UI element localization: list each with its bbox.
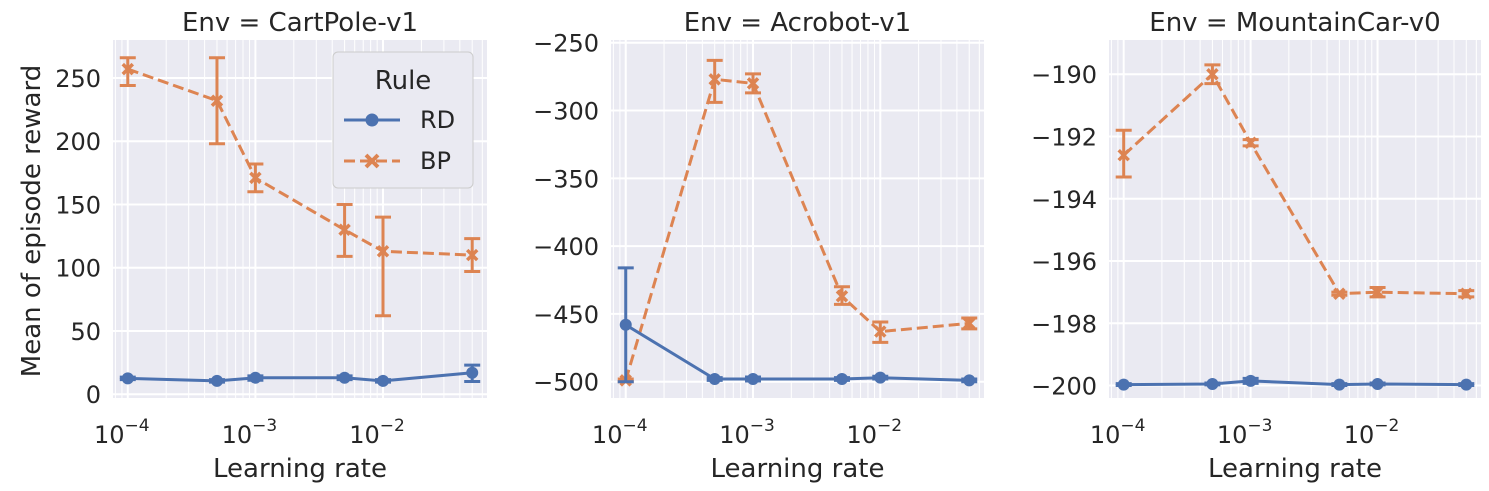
data-point — [210, 374, 223, 387]
data-point — [1117, 378, 1130, 391]
data-point — [249, 371, 262, 384]
data-point — [1244, 374, 1257, 387]
panel-2: −500 −450 −400 −350 −300 −250 10−4 10−3 10−2 Env … — [533, 8, 984, 484]
legend-rd-marker — [365, 113, 379, 127]
y-tick-label: 150 — [55, 191, 101, 219]
data-point — [465, 248, 479, 262]
y-tick-label: 0 — [86, 381, 101, 409]
data-point — [1333, 287, 1346, 300]
series-line — [127, 67, 473, 257]
x-tick-label: 10−3 — [719, 416, 775, 449]
data-point — [1371, 377, 1384, 390]
y-tick-label: −198 — [1031, 310, 1097, 338]
panel-title: Env = MountainCar-v0 — [1149, 8, 1440, 38]
data-point — [1333, 378, 1346, 391]
x-tick-label: 10−2 — [846, 416, 902, 449]
data-point — [338, 371, 351, 384]
data-point — [1371, 285, 1384, 299]
series-bp — [617, 58, 978, 387]
y-tick-label: 200 — [55, 128, 101, 156]
series-rd — [617, 266, 978, 387]
data-point — [708, 373, 721, 386]
x-tick-label: 10−2 — [349, 416, 405, 449]
series-line — [127, 371, 473, 383]
data-point — [708, 73, 721, 86]
legend-title: Rule — [375, 66, 432, 96]
y-tick-label: 50 — [70, 318, 101, 346]
y-tick-label: −190 — [1031, 61, 1097, 89]
x-axis-label: Learning rate — [1208, 454, 1382, 484]
x-axis-label: Learning rate — [213, 454, 387, 484]
data-point — [1206, 68, 1219, 81]
series-line — [624, 323, 970, 382]
data-point — [338, 223, 351, 236]
panel-3: −200 −198 −196 −194 −192 −190 10−4 10−3 10−2 Env … — [1031, 8, 1481, 484]
data-point — [747, 373, 760, 386]
panel-title: Env = CartPole-v1 — [182, 8, 418, 38]
y-tick-label: −400 — [533, 233, 599, 261]
y-tick-label: −194 — [1031, 186, 1097, 214]
y-axis-label: Mean of episode reward — [17, 65, 47, 377]
x-tick-label: 10−4 — [1090, 416, 1146, 449]
y-tick-label: 100 — [55, 255, 101, 283]
data-point — [1117, 148, 1130, 162]
x-axis-label: Learning rate — [711, 454, 885, 484]
y-tick-label: −300 — [533, 98, 599, 126]
y-tick-label: −450 — [533, 301, 599, 329]
data-point — [1460, 378, 1473, 391]
data-point — [835, 373, 848, 386]
legend-frame — [332, 51, 474, 189]
data-point — [210, 94, 224, 107]
data-point — [874, 325, 887, 338]
x-tick-label: 10−4 — [94, 416, 150, 449]
series-rd — [119, 363, 481, 387]
series-rd — [1115, 374, 1475, 391]
data-point — [1244, 136, 1257, 149]
data-point — [377, 374, 390, 387]
y-tick-label: −350 — [533, 165, 599, 193]
y-tick-label: −200 — [1031, 373, 1097, 401]
y-tick-label: −196 — [1031, 248, 1097, 276]
data-point — [963, 374, 976, 387]
legend-bp-marker — [364, 153, 380, 169]
y-tick-label: −250 — [533, 30, 599, 58]
panel-title: Env = Acrobot-v1 — [684, 8, 911, 38]
x-tick-label: 10−3 — [1217, 416, 1273, 449]
data-point — [963, 317, 976, 330]
data-point — [1206, 377, 1219, 390]
legend-bp-label: BP — [420, 147, 451, 175]
data-point — [1460, 287, 1473, 300]
data-point — [835, 290, 849, 303]
plot-area — [1109, 40, 1481, 398]
legend: Rule RD BP — [332, 51, 474, 189]
x-tick-label: 10−4 — [592, 416, 648, 449]
data-point — [746, 77, 760, 90]
x-tick-label: 10−2 — [1344, 416, 1400, 449]
data-point — [249, 171, 262, 185]
data-point — [376, 245, 390, 258]
data-point — [121, 372, 134, 385]
legend-rd-label: RD — [420, 106, 455, 134]
plot-area — [611, 40, 984, 398]
series-line — [624, 77, 970, 381]
series-line — [1123, 379, 1467, 387]
panels: 0 50 100 150 200 250 10−4 10−3 10−2 Env = CartPol… — [55, 8, 1481, 484]
series-bp — [1115, 63, 1475, 300]
y-tick-label: −500 — [533, 369, 599, 397]
data-point — [466, 366, 479, 379]
x-tick-label: 10−3 — [222, 416, 278, 449]
y-tick-label: −192 — [1031, 124, 1097, 152]
series-line — [1122, 71, 1467, 296]
data-point — [121, 62, 135, 76]
data-point — [619, 318, 632, 331]
y-tick-label: 250 — [55, 65, 101, 93]
data-point — [874, 371, 887, 384]
series-bp — [119, 56, 481, 318]
